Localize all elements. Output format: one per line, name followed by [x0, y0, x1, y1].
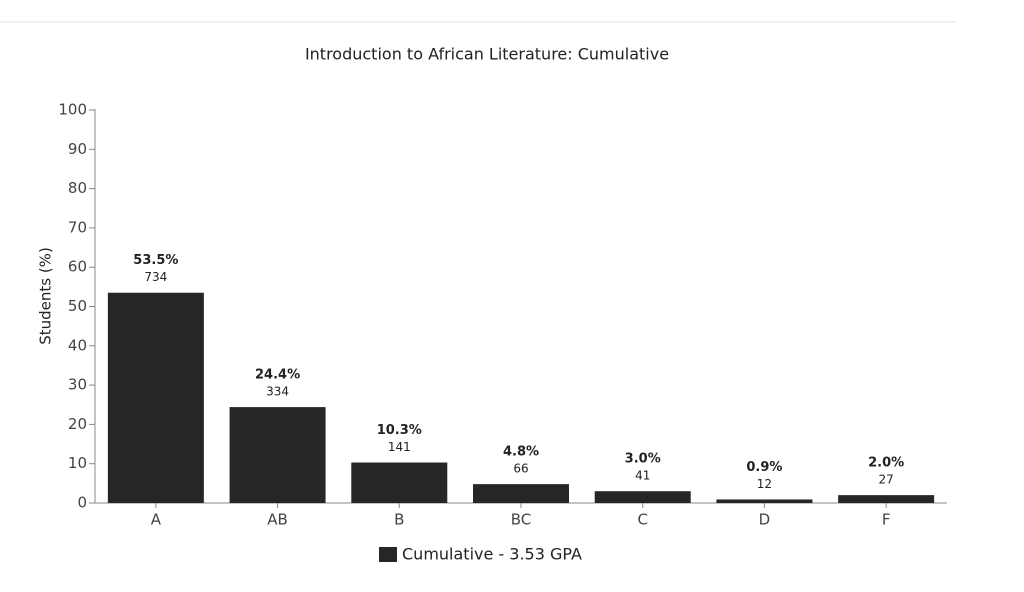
y-tick-label: 0: [77, 494, 87, 512]
x-tick-label: A: [151, 511, 162, 529]
y-tick-label: 20: [68, 415, 87, 433]
count-label: 334: [266, 385, 289, 399]
value-label: 2.0%: [868, 456, 904, 471]
count-label: 734: [144, 270, 167, 284]
count-label: 141: [388, 440, 411, 454]
count-label: 66: [513, 462, 528, 476]
y-tick-label: 40: [68, 336, 87, 354]
value-label: 53.5%: [133, 253, 178, 268]
bar: [716, 499, 813, 503]
x-tick-label: BC: [511, 511, 532, 529]
y-tick-label: 90: [68, 140, 87, 158]
y-tick-label: 60: [68, 258, 87, 276]
bar: [473, 484, 569, 503]
value-label: 3.0%: [625, 452, 661, 467]
y-tick-label: 100: [58, 101, 87, 119]
y-axis-label: Students (%): [37, 247, 55, 345]
y-tick-label: 80: [68, 179, 87, 197]
y-tick-label: 50: [68, 297, 87, 315]
value-label: 0.9%: [746, 460, 782, 475]
bar: [107, 292, 204, 503]
value-label: 24.4%: [255, 368, 300, 383]
chart-title: Introduction to African Literature: Cumu…: [305, 45, 669, 64]
count-label: 41: [635, 469, 650, 483]
count-label: 12: [757, 477, 772, 491]
value-label: 10.3%: [377, 423, 422, 438]
legend-label: Cumulative - 3.53 GPA: [402, 545, 582, 564]
y-tick-label: 70: [68, 218, 87, 236]
y-tick-label: 30: [68, 376, 87, 394]
bar: [838, 495, 935, 503]
bar: [229, 407, 326, 503]
value-label: 4.8%: [503, 445, 539, 460]
x-tick-label: D: [759, 511, 771, 529]
x-tick-label: C: [637, 511, 647, 529]
count-label: 27: [879, 473, 894, 487]
x-tick-label: B: [394, 511, 404, 529]
y-tick-label: 10: [68, 454, 87, 472]
bar: [594, 491, 691, 503]
x-tick-label: F: [882, 511, 891, 529]
x-tick-label: AB: [267, 511, 288, 529]
bar: [351, 462, 448, 503]
legend-swatch: [379, 547, 397, 562]
